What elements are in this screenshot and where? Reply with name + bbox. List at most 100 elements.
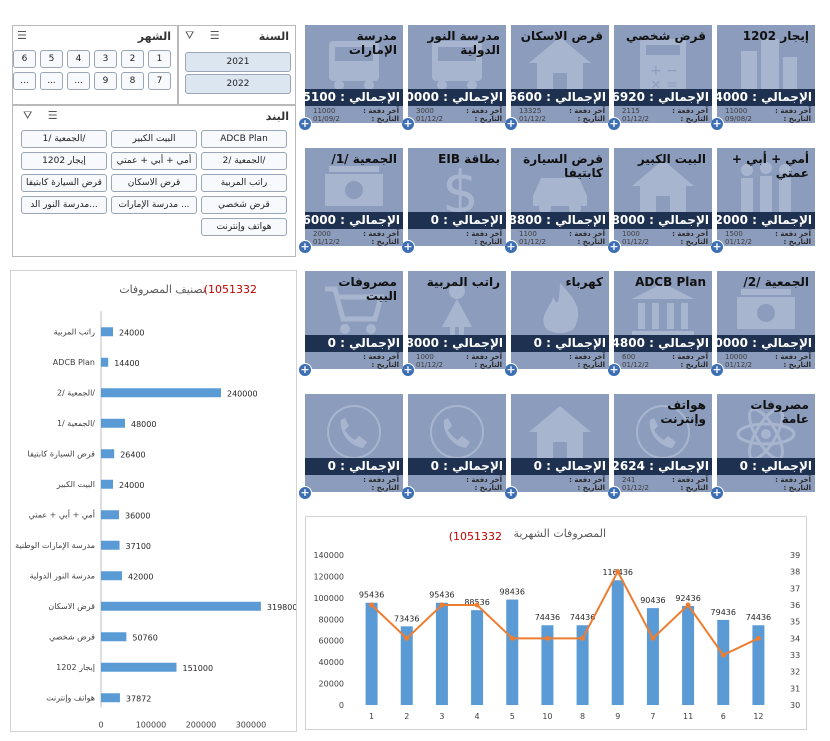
add-payment-button[interactable]: + [607,363,621,377]
item-button[interactable]: هواتف وإنترنت [201,218,287,236]
line-series [370,569,759,657]
month-button[interactable]: ... [67,72,90,90]
y2-tick-label: 36 [790,601,800,610]
expense-card[interactable]: $ بطاقة EIB الإجمالي : 0 آخر دفعة : التار… [401,148,506,254]
expense-card[interactable]: أمي + أبي + عمتي الإجمالي : 12000 آخر دف… [710,148,815,254]
add-payment-button[interactable]: + [504,363,518,377]
expense-card[interactable]: الجمعية /2/ الإجمالي : 80000 آخر دفعة :ا… [710,271,815,377]
expense-card[interactable]: قرض السيارة كابتيفا الإجمالي : 8800 آخر … [504,148,609,254]
y2-tick-label: 35 [790,618,800,627]
add-payment-button[interactable]: + [401,117,415,131]
bus-icon [319,33,389,91]
expense-card[interactable]: مصروفات عامة الإجمالي : 0 آخر دفعة : التا… [710,394,815,500]
item-button[interactable]: أمي + أبي + عمتي [111,152,197,170]
item-button[interactable]: مدرسة النور الد... [21,196,107,214]
expense-card[interactable]: مصروفات البيت الإجمالي : 0 آخر دفعة : الت… [298,271,403,377]
item-button[interactable]: قرض السيارة كابتيفا [21,174,107,192]
card-meta-values: 3000 01/12/2 [416,107,443,123]
slicer-filter-icon[interactable]: ⛛ ☰ [23,109,64,122]
y-tick-label: مدرسة النور الدولية [30,571,95,580]
item-button[interactable]: ADCB Plan [201,130,287,148]
expense-card[interactable]: الإجمالي : 0 آخر دفعة : التاريخ : + [504,394,609,500]
add-payment-button[interactable]: + [710,486,724,500]
add-payment-button[interactable]: + [607,240,621,254]
expense-card[interactable]: الإجمالي : 0 آخر دفعة : التاريخ : + [401,394,506,500]
expense-card[interactable]: إيجار 1202 الإجمالي : 44000 آخر دفعة :ال… [710,25,815,131]
bar [101,662,177,672]
card-total: الإجمالي : 0 [717,458,815,475]
expense-card[interactable]: الإجمالي : 0 آخر دفعة : التاريخ : + [298,394,403,500]
data-label: 36000 [125,511,150,520]
month-button[interactable]: 8 [121,72,144,90]
month-button[interactable]: 2 [121,50,144,68]
expense-card[interactable]: كهرباء الإجمالي : 0 آخر دفعة : التاريخ : … [504,271,609,377]
slicer-filter-icon[interactable]: ⛛ ☰ [185,29,226,42]
month-button[interactable]: ... [13,72,36,90]
month-button[interactable]: 9 [94,72,117,90]
item-button[interactable]: قرض الاسكان [111,174,197,192]
add-payment-button[interactable]: + [710,117,724,131]
month-button[interactable]: 1 [148,50,171,68]
expense-card[interactable]: هواتف وإنترنت الإجمالي : 12624 آخر دفعة … [607,394,712,500]
bar [101,632,127,642]
bar [506,599,519,705]
bar [365,602,378,705]
data-label: 50760 [132,633,157,642]
item-button[interactable]: مدرسة الإمارات ... [111,196,197,214]
card-meta: آخر دفعة : التاريخ : 13325 01/12/2 [511,107,609,123]
expense-card[interactable]: راتب المربية الإجمالي : 8000 آخر دفعة :ا… [401,271,506,377]
card-title: البيت الكبير [637,152,706,166]
year-2022-button[interactable]: 2022 [185,74,291,94]
card-title: الجمعية /1/ [331,152,397,166]
card-meta-values: 241 01/12/2 [622,476,649,492]
add-payment-button[interactable]: + [607,117,621,131]
expense-card[interactable]: ADCB Plan الإجمالي : 4800 آخر دفعة : التا… [607,271,712,377]
x-tick-label: 200000 [186,721,217,730]
add-payment-button[interactable]: + [504,117,518,131]
add-payment-button[interactable]: + [401,363,415,377]
add-payment-button[interactable]: + [298,363,312,377]
add-payment-button[interactable]: + [710,363,724,377]
month-button[interactable]: 6 [13,50,36,68]
add-payment-button[interactable]: + [504,240,518,254]
month-button[interactable]: 7 [148,72,171,90]
house-icon [525,402,595,460]
add-payment-button[interactable]: + [401,240,415,254]
add-payment-button[interactable]: + [298,486,312,500]
y-tick-label: ADCB Plan [53,358,95,367]
bar [611,580,624,705]
expense-card[interactable]: مدرسة الإمارات الإجمالي : 15100 آخر دفعة… [298,25,403,131]
y-tick-label: 140000 [313,551,344,560]
card-meta-labels: آخر دفعة : التاريخ : [569,476,605,492]
month-button[interactable]: 4 [67,50,90,68]
item-button[interactable]: قرض شخصي [201,196,287,214]
add-payment-button[interactable]: + [298,240,312,254]
chart-title: تصنيف المصروفات [119,283,206,296]
month-button[interactable]: 5 [40,50,63,68]
expense-card[interactable]: البيت الكبير الإجمالي : 8000 آخر دفعة :ا… [607,148,712,254]
bus-icon [422,33,492,91]
add-payment-button[interactable]: + [401,486,415,500]
slicer-multiselect-icon[interactable]: ☰ [17,29,33,42]
month-button[interactable]: 3 [94,50,117,68]
card-total: الإجمالي : 12624 [614,458,712,475]
item-button[interactable]: البيت الكبير [111,130,197,148]
add-payment-button[interactable]: + [504,486,518,500]
month-slicer-title: الشهر [137,30,171,43]
line-point [544,635,550,641]
add-payment-button[interactable]: + [607,486,621,500]
y-tick-label: 100000 [313,594,344,603]
expense-card[interactable]: + −× = قرض شخصي الإجمالي : 16920 آخر دفع… [607,25,712,131]
item-button[interactable]: الجمعية /2/ [201,152,287,170]
item-button[interactable]: إيجار 1202 [21,152,107,170]
item-button[interactable]: الجمعية /1/ [21,130,107,148]
expense-card[interactable]: مدرسة النور الدولية الإجمالي : 20000 آخر… [401,25,506,131]
item-button[interactable]: راتب المربية [201,174,287,192]
y-tick-label: 0 [339,701,344,710]
month-button[interactable]: ... [40,72,63,90]
add-payment-button[interactable]: + [710,240,724,254]
add-payment-button[interactable]: + [298,117,312,131]
expense-card[interactable]: الجمعية /1/ الإجمالي : 16000 آخر دفعة :ا… [298,148,403,254]
expense-card[interactable]: قرض الاسكان الإجمالي : 106600 آخر دفعة :… [504,25,609,131]
year-2021-button[interactable]: 2021 [185,52,291,72]
